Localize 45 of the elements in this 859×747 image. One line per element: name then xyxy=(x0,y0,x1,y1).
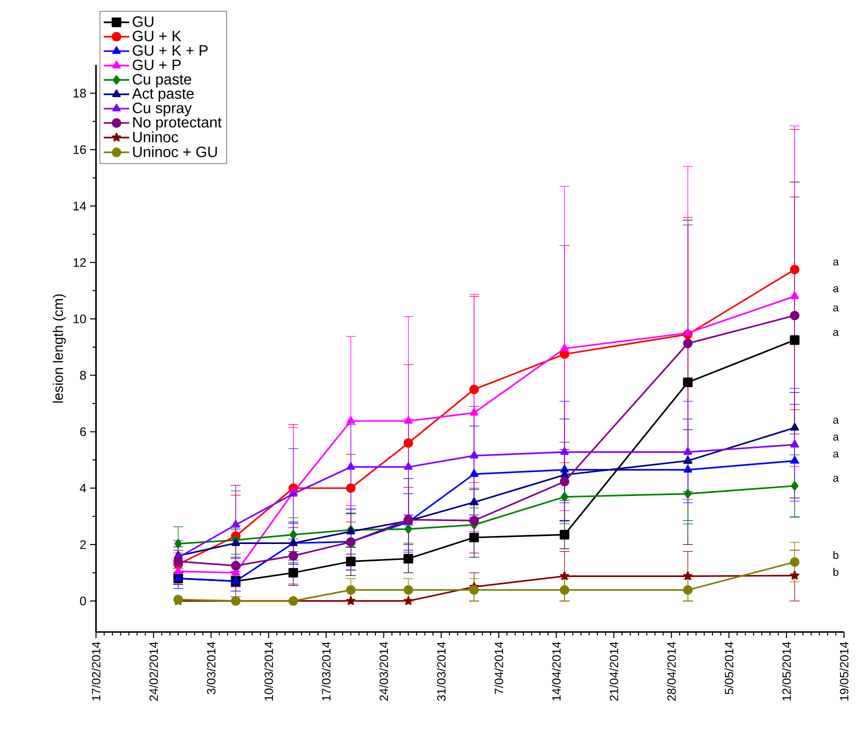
annotation: a xyxy=(833,286,839,292)
x-tick-label: 3/03/2014 xyxy=(206,642,216,694)
annotation: a xyxy=(833,452,839,458)
y-tick-label: 12 xyxy=(74,258,86,267)
legend-label: Cu paste xyxy=(132,74,192,88)
annotation: b xyxy=(833,568,838,576)
x-tick-label: 7/04/2014 xyxy=(494,642,504,694)
y-axis-title: lesion length (cm) xyxy=(52,294,66,403)
annotation: a xyxy=(833,418,839,424)
x-tick-label: 12/05/2014 xyxy=(782,642,791,700)
legend-label: GU xyxy=(132,16,154,27)
annotation: a xyxy=(833,259,839,266)
legend-label: Cu spray xyxy=(132,102,192,116)
x-tick-label: 21/04/2014 xyxy=(609,642,618,701)
annotation: a xyxy=(833,434,839,441)
y-tick-label: 0 xyxy=(80,596,86,606)
legend-label: Uninoc xyxy=(133,131,178,142)
x-tick-label: 31/03/2014 xyxy=(436,642,446,701)
annotation: a xyxy=(833,305,839,312)
x-tick-label: 17/03/2014 xyxy=(322,642,331,700)
x-tick-label: 5/05/2014 xyxy=(724,642,734,694)
legend-label: No protectant xyxy=(133,117,222,130)
y-tick-label: 18 xyxy=(74,88,86,98)
x-tick-label: 10/03/2014 xyxy=(264,642,273,700)
y-tick-label: 10 xyxy=(74,314,86,324)
x-tick-label: 19/05/2014 xyxy=(840,642,848,700)
legend-label: Uninoc + GU xyxy=(133,146,217,158)
x-tick-label: 28/04/2014 xyxy=(667,642,676,701)
y-tick-label: 16 xyxy=(74,145,86,154)
legend-label: GU + K + P xyxy=(132,45,208,56)
legend-label: Act paste xyxy=(132,88,194,102)
legend-label: GU + P xyxy=(132,60,181,70)
x-tick-label: 14/04/2014 xyxy=(552,642,561,700)
x-tick-label: 24/02/2014 xyxy=(149,642,158,701)
y-tick-label: 6 xyxy=(80,427,86,436)
annotation: a xyxy=(833,476,839,482)
y-tick-label: 8 xyxy=(80,370,86,380)
y-tick-label: 2 xyxy=(80,540,86,549)
y-tick-label: 14 xyxy=(74,202,86,210)
y-tick-label: 4 xyxy=(80,484,86,492)
legend-label: GU + K xyxy=(132,30,182,42)
x-tick-label: 24/03/2014 xyxy=(379,642,388,701)
x-tick-label: 17/02/2014 xyxy=(92,642,100,700)
annotation: a xyxy=(833,330,839,336)
annotation: b xyxy=(833,550,838,560)
